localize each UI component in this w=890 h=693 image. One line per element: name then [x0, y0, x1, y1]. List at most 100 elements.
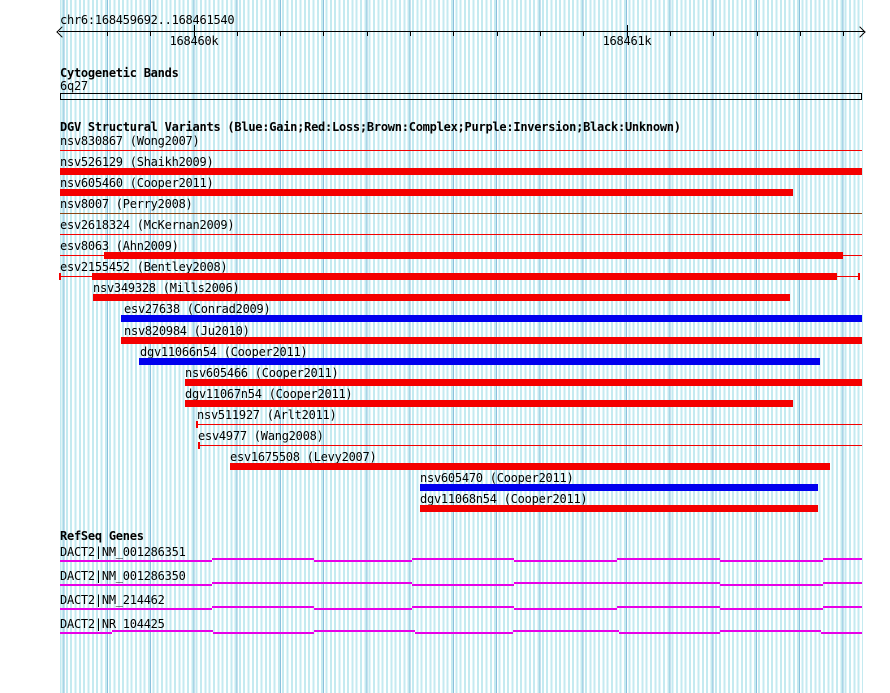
- variant-bar[interactable]: [843, 255, 862, 256]
- gene-line-segment[interactable]: [619, 632, 720, 634]
- gene-line-segment[interactable]: [314, 560, 412, 562]
- variant-label: nsv830867 (Wong2007): [60, 134, 200, 148]
- variant-bar[interactable]: [139, 358, 820, 365]
- variant-label: nsv605460 (Cooper2011): [60, 176, 214, 190]
- cytoband-label: 6q27: [60, 79, 88, 93]
- gene-line-segment[interactable]: [823, 558, 862, 560]
- gene-line-segment[interactable]: [60, 632, 112, 634]
- variant-bar[interactable]: [199, 445, 862, 446]
- ruler-tick-label: 168460k: [169, 34, 219, 48]
- gene-line-segment[interactable]: [823, 606, 862, 608]
- ruler-tick: [323, 31, 324, 36]
- variant-bar[interactable]: [837, 276, 859, 277]
- variant-bar[interactable]: [92, 273, 837, 280]
- gene-line-segment[interactable]: [514, 608, 617, 610]
- ruler-tick: [107, 31, 108, 36]
- variant-label: esv27638 (Conrad2009): [124, 302, 271, 316]
- ruler-tick: [497, 31, 498, 36]
- ruler-tick: [713, 31, 714, 36]
- variant-label: esv8063 (Ahn2009): [60, 239, 179, 253]
- gene-line-segment[interactable]: [720, 560, 823, 562]
- variant-label: nsv820984 (Ju2010): [124, 324, 250, 338]
- variant-label: esv2155452 (Bentley2008): [60, 260, 228, 274]
- variant-bar[interactable]: [197, 424, 862, 425]
- gene-line-segment[interactable]: [514, 582, 720, 584]
- gene-label: DACT2|NM_001286350: [60, 569, 186, 583]
- gene-line-segment[interactable]: [314, 608, 412, 610]
- gene-line-segment[interactable]: [617, 558, 720, 560]
- ruler-tick: [280, 31, 281, 36]
- variant-bar[interactable]: [60, 168, 862, 175]
- gene-line-segment[interactable]: [823, 582, 862, 584]
- variant-bar[interactable]: [121, 337, 862, 344]
- variant-bar[interactable]: [185, 379, 862, 386]
- variant-label: nsv605470 (Cooper2011): [420, 471, 574, 485]
- ruler-axis-line: [59, 31, 864, 32]
- gene-line-segment[interactable]: [213, 632, 314, 634]
- gene-line-segment[interactable]: [412, 606, 514, 608]
- gene-label: DACT2|NM_001286351: [60, 545, 186, 559]
- variant-bar[interactable]: [104, 252, 843, 259]
- variant-bar[interactable]: [121, 315, 862, 322]
- variant-label: esv4977 (Wang2008): [198, 429, 324, 443]
- region-coordinates: chr6:168459692..168461540: [60, 13, 235, 27]
- variant-label: nsv8007 (Perry2008): [60, 197, 193, 211]
- ruler-tick: [540, 31, 541, 36]
- ruler-tick: [757, 31, 758, 36]
- gene-label: DACT2|NM_214462: [60, 593, 165, 607]
- variant-label: dgv11068n54 (Cooper2011): [420, 492, 588, 506]
- gene-line-segment[interactable]: [513, 630, 619, 632]
- variant-bar[interactable]: [420, 505, 818, 512]
- variant-label: esv2618324 (McKernan2009): [60, 218, 235, 232]
- gene-line-segment[interactable]: [60, 560, 212, 562]
- cytoband-box[interactable]: [60, 93, 862, 100]
- gene-line-segment[interactable]: [821, 632, 862, 634]
- ruler-tick: [410, 31, 411, 36]
- gene-line-segment[interactable]: [720, 584, 823, 586]
- variant-label: nsv605466 (Cooper2011): [185, 366, 339, 380]
- variant-bar[interactable]: [93, 294, 790, 301]
- gene-label: DACT2|NR_104425: [60, 617, 165, 631]
- ruler-tick: [583, 31, 584, 36]
- gene-line-segment[interactable]: [212, 606, 314, 608]
- ruler-tick: [453, 31, 454, 36]
- gene-line-segment[interactable]: [720, 630, 821, 632]
- refseq-section-title: RefSeq Genes: [60, 529, 144, 543]
- variant-bar[interactable]: [60, 189, 793, 196]
- variant-label: nsv349328 (Mills2006): [93, 281, 240, 295]
- gene-line-segment[interactable]: [415, 632, 513, 634]
- variant-end-tick: [858, 273, 860, 280]
- variant-bar[interactable]: [185, 400, 793, 407]
- gene-line-segment[interactable]: [212, 582, 412, 584]
- gene-line-segment[interactable]: [720, 608, 823, 610]
- ruler-tick: [237, 31, 238, 36]
- gene-line-segment[interactable]: [212, 558, 314, 560]
- variant-label: esv1675508 (Levy2007): [230, 450, 377, 464]
- variant-bar[interactable]: [60, 213, 862, 214]
- cytogenetic-section-title: Cytogenetic Bands: [60, 66, 179, 80]
- gene-line-segment[interactable]: [60, 608, 212, 610]
- variant-label: dgv11066n54 (Cooper2011): [140, 345, 308, 359]
- gene-line-segment[interactable]: [412, 584, 514, 586]
- gene-line-segment[interactable]: [60, 584, 212, 586]
- variant-bar[interactable]: [60, 150, 862, 151]
- gene-line-segment[interactable]: [617, 606, 720, 608]
- gene-line-segment[interactable]: [112, 630, 213, 632]
- ruler-tick: [800, 31, 801, 36]
- variant-label: nsv526129 (Shaikh2009): [60, 155, 214, 169]
- ruler-tick: [843, 31, 844, 36]
- variant-bar[interactable]: [60, 234, 862, 235]
- variant-bar[interactable]: [60, 276, 92, 277]
- dgv-section-title: DGV Structural Variants (Blue:Gain;Red:L…: [60, 120, 681, 134]
- gene-line-segment[interactable]: [314, 630, 415, 632]
- variant-end-tick: [196, 421, 198, 428]
- variant-bar[interactable]: [230, 463, 830, 470]
- ruler-tick: [150, 31, 151, 36]
- gene-line-segment[interactable]: [412, 558, 514, 560]
- gene-line-segment[interactable]: [514, 560, 617, 562]
- variant-bar[interactable]: [420, 484, 818, 491]
- variant-bar[interactable]: [60, 255, 104, 256]
- ruler-major-tick: [194, 25, 195, 37]
- ruler-tick: [367, 31, 368, 36]
